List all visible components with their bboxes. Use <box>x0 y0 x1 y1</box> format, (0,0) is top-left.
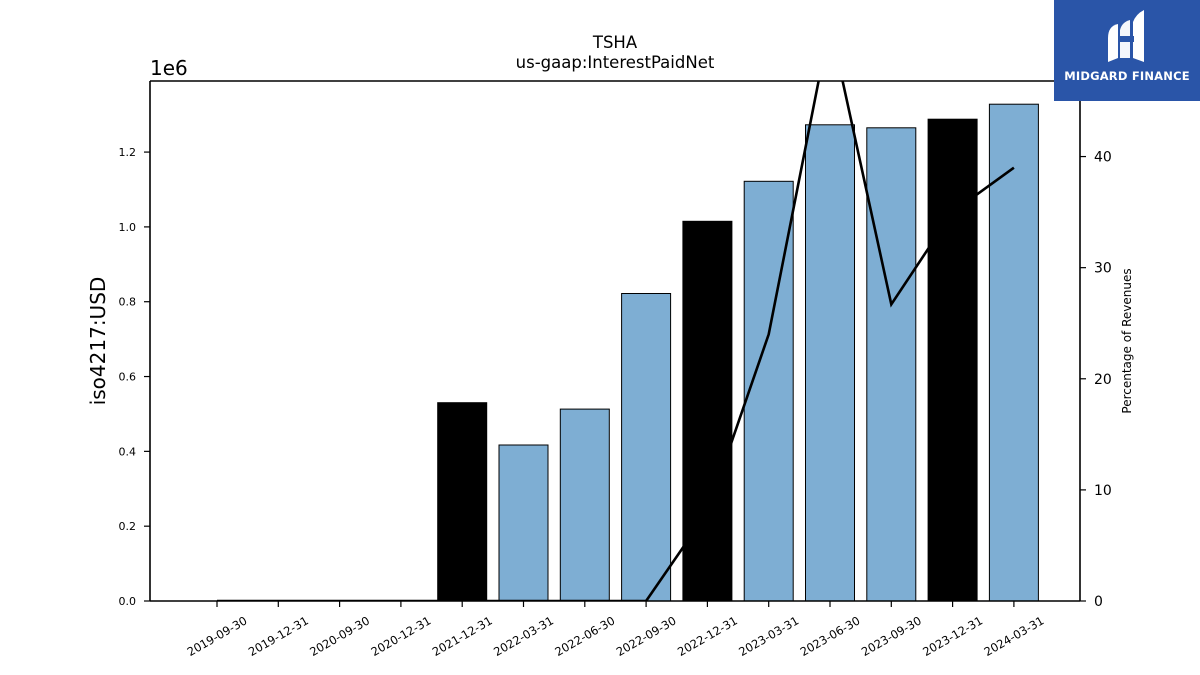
x-tick-label: 2020-12-31 <box>369 613 434 659</box>
x-tick-label: 2023-06-30 <box>798 613 863 659</box>
brand-logo: MIDGARD FINANCE <box>1054 0 1200 101</box>
line-series <box>217 81 1015 601</box>
x-tick-label: 2022-09-30 <box>614 613 679 659</box>
bar <box>866 127 917 602</box>
bar <box>805 124 855 602</box>
x-tick-label: 2023-09-30 <box>859 613 924 659</box>
chart-subtitle: us-gaap:InterestPaidNet <box>516 53 715 72</box>
x-tick-label: 2022-03-31 <box>491 613 556 659</box>
bar <box>559 408 610 602</box>
bar <box>927 118 978 602</box>
y-tick-label: 0.8 <box>119 296 137 309</box>
line-layer <box>217 81 1015 601</box>
y-axis-label: iso4217:USD <box>86 277 110 406</box>
x-tick-label: 2022-12-31 <box>675 613 740 659</box>
midgard-logo-icon <box>1108 10 1144 62</box>
y-tick-label: 0.6 <box>119 371 137 384</box>
x-tick-label: 2019-09-30 <box>185 613 250 659</box>
y-offset-label: 1e6 <box>150 56 188 80</box>
y2-tick-label: 20 <box>1094 372 1112 388</box>
y2-tick-label: 0 <box>1094 594 1103 610</box>
chart-title: TSHA <box>592 33 638 52</box>
y-tick-label: 1.0 <box>119 221 137 234</box>
logo-text: MIDGARD FINANCE <box>1064 69 1190 83</box>
y2-tick-label: 40 <box>1094 150 1112 166</box>
y2-axis-label: Percentage of Revenues <box>1120 268 1134 413</box>
x-tick-label: 2021-12-31 <box>430 613 495 659</box>
x-tick-label: 2023-12-31 <box>920 613 985 659</box>
bar <box>621 293 672 602</box>
bar <box>682 220 733 602</box>
x-tick-label: 2024-03-31 <box>982 613 1047 659</box>
y-tick-label: 1.2 <box>119 146 137 159</box>
y-tick-label: 0.0 <box>119 595 137 608</box>
x-tick-label: 2023-03-31 <box>736 613 801 659</box>
bar <box>988 103 1039 602</box>
x-tick-label: 2020-09-30 <box>307 613 372 659</box>
y2-tick-label: 30 <box>1094 261 1112 277</box>
y-tick-label: 0.2 <box>119 520 137 533</box>
bar <box>437 402 488 602</box>
bar <box>498 444 549 602</box>
bars-group <box>437 103 1039 602</box>
y2-tick-label: 10 <box>1094 483 1112 499</box>
x-tick-label: 2019-12-31 <box>246 613 311 659</box>
x-tick-label: 2022-06-30 <box>552 613 617 659</box>
y-tick-label: 0.4 <box>119 445 137 458</box>
